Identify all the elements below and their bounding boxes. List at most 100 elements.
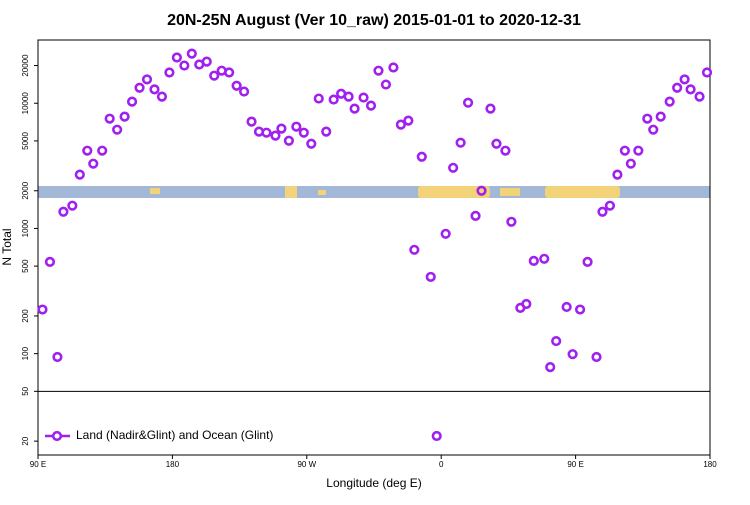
data-point — [328, 94, 339, 105]
map-strip — [38, 186, 710, 198]
y-tick-label: 100 — [21, 346, 30, 360]
y-tick-label: 20 — [21, 436, 30, 445]
data-point — [455, 137, 466, 148]
data-point — [104, 113, 115, 124]
data-point — [321, 126, 332, 137]
x-tick-label: 180 — [166, 460, 180, 469]
data-point — [500, 145, 511, 156]
data-point — [358, 92, 369, 103]
data-point — [521, 298, 532, 310]
data-point — [642, 113, 653, 124]
y-tick-label: 20000 — [21, 54, 30, 77]
data-point — [679, 74, 690, 85]
data-point — [664, 96, 675, 107]
data-point — [625, 158, 636, 169]
data-point — [545, 362, 556, 373]
data-point — [685, 84, 696, 95]
data-point — [574, 304, 586, 315]
data-point — [476, 185, 487, 196]
data-point — [276, 123, 287, 134]
data-point — [551, 335, 562, 347]
data-point — [440, 228, 451, 239]
data-point — [701, 67, 713, 78]
data-point — [491, 138, 502, 149]
y-tick-label: 2000 — [21, 181, 30, 199]
data-point — [164, 67, 175, 78]
data-point — [462, 97, 474, 108]
data-point — [156, 91, 168, 102]
data-point — [380, 79, 392, 90]
chart-title: 20N-25N August (Ver 10_raw) 2015-01-01 t… — [167, 12, 581, 29]
data-point — [179, 60, 190, 71]
y-axis-label: N Total — [0, 228, 14, 265]
data-point — [604, 200, 616, 211]
data-point — [619, 145, 630, 156]
data-point — [470, 210, 481, 221]
data-point — [112, 124, 123, 135]
x-tick-label: 90 E — [567, 460, 583, 469]
data-point — [149, 84, 160, 95]
x-axis-label: Longitude (deg E) — [326, 476, 421, 490]
data-point — [238, 86, 250, 97]
data-point — [612, 169, 623, 180]
data-point — [506, 216, 517, 227]
data-point — [231, 80, 242, 91]
data-point — [134, 82, 145, 93]
data-point — [74, 169, 85, 180]
y-tick-label: 1000 — [21, 219, 30, 237]
data-point — [298, 127, 309, 138]
data-point — [67, 200, 78, 211]
legend-marker — [51, 430, 63, 442]
data-point — [388, 62, 399, 73]
x-tick-label: 0 — [439, 460, 444, 469]
data-point — [416, 151, 427, 162]
data-point — [52, 351, 63, 363]
data-point — [597, 206, 608, 217]
data-point — [349, 103, 360, 114]
data-point — [373, 65, 384, 76]
data-point — [201, 56, 212, 67]
legend-label: Land (Nadir&Glint) and Ocean (Glint) — [76, 428, 273, 442]
data-point — [224, 67, 235, 78]
data-point — [567, 349, 578, 360]
data-point — [88, 158, 99, 169]
data-point — [246, 116, 257, 127]
data-point — [694, 91, 705, 102]
data-point — [403, 115, 414, 126]
data-point — [186, 48, 197, 59]
data-point — [425, 271, 436, 283]
y-tick-label: 200 — [21, 309, 30, 323]
data-point — [582, 256, 593, 267]
data-point — [591, 351, 602, 363]
plot-frame — [37, 39, 711, 456]
data-point — [119, 111, 130, 122]
x-tick-label: 90 W — [297, 460, 316, 469]
data-point — [448, 162, 459, 173]
data-point — [270, 130, 281, 141]
y-tick-label: 50 — [21, 386, 30, 395]
data-point — [528, 255, 539, 266]
data-point — [655, 111, 666, 122]
data-point — [539, 253, 550, 264]
data-point — [431, 430, 442, 442]
y-tick-label: 10000 — [21, 92, 30, 115]
data-point — [672, 82, 683, 93]
data-point — [395, 119, 406, 130]
data-point — [261, 127, 272, 138]
data-point — [209, 70, 220, 81]
y-tick-label: 500 — [21, 259, 30, 273]
data-point — [409, 244, 420, 255]
data-point — [343, 91, 354, 102]
data-point — [648, 124, 659, 135]
data-point — [37, 304, 48, 315]
data-point — [141, 74, 153, 85]
data-point — [633, 145, 644, 156]
y-tick-label: 5000 — [21, 131, 30, 149]
data-point — [171, 52, 182, 63]
data-point — [44, 256, 56, 267]
x-tick-label: 90 E — [30, 460, 46, 469]
x-tick-label: 180 — [703, 460, 717, 469]
data-point — [561, 301, 572, 313]
data-point — [306, 138, 317, 149]
